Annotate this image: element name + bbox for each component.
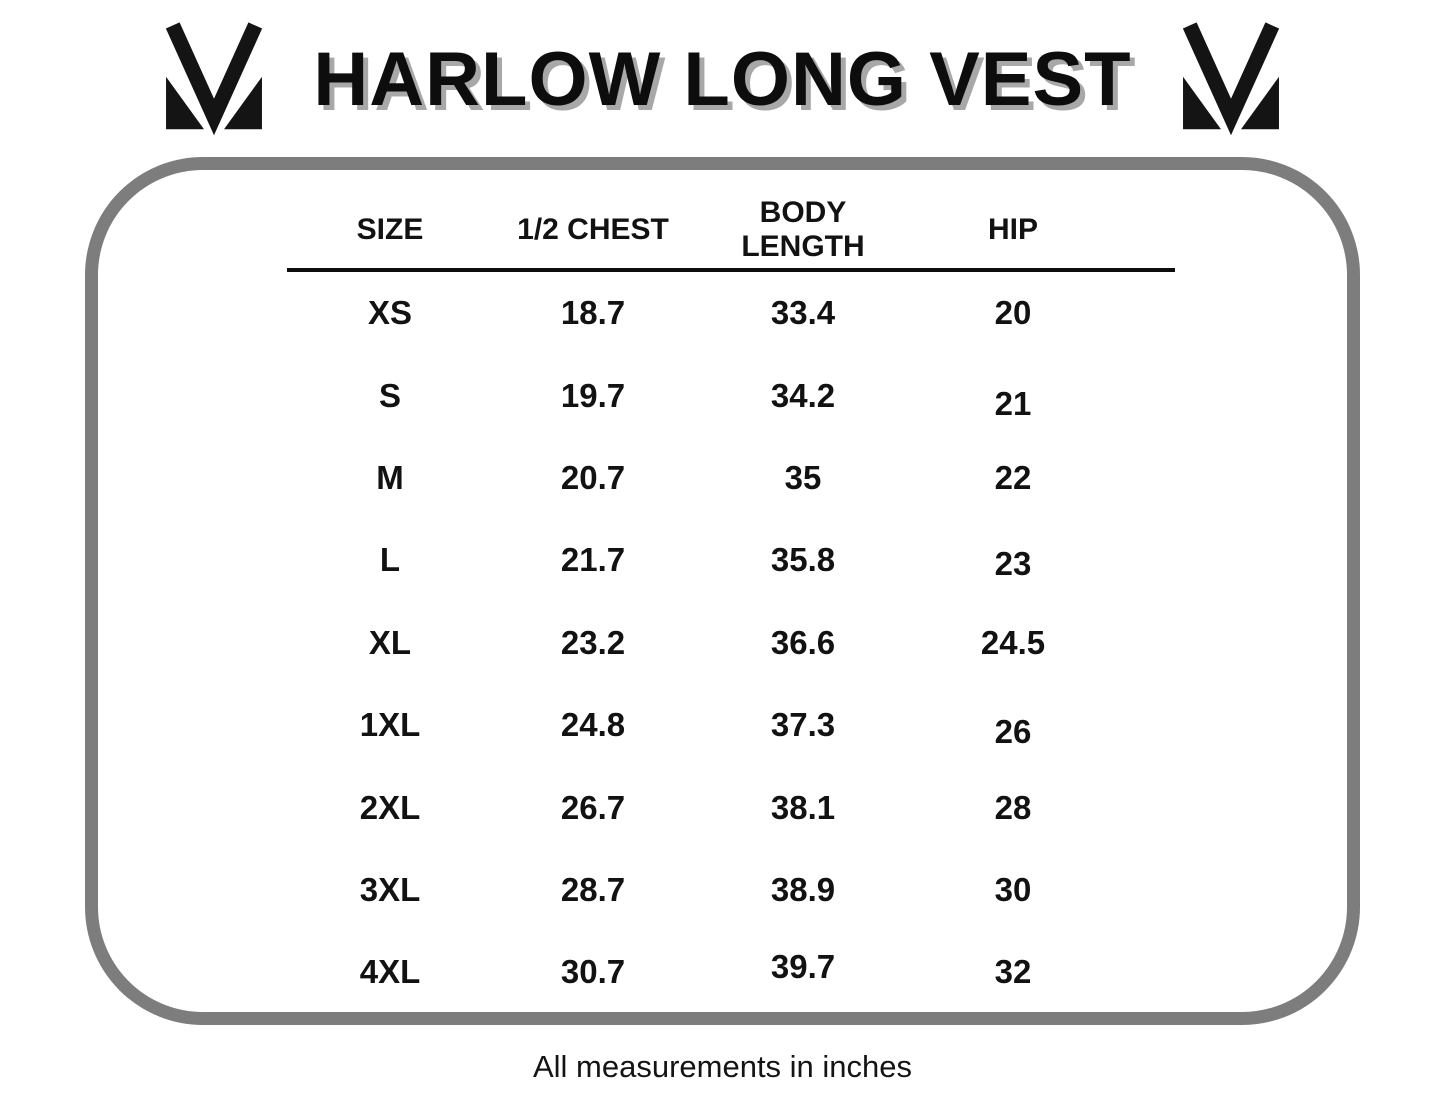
hip-cell: 24.5 (980, 623, 1046, 661)
body-length-cell: 36.6 (770, 623, 836, 661)
hip-cell: 30 (994, 870, 1032, 908)
col-header-body-length-label: BODY LENGTH (741, 195, 865, 264)
half-chest-cell: 23.2 (560, 623, 626, 661)
size-chart-panel: SIZE 1/2 CHEST BODY LENGTH HIP XS 18.7 3… (85, 157, 1360, 1025)
size-table: SIZE 1/2 CHEST BODY LENGTH HIP XS 18.7 3… (287, 192, 1175, 1014)
table-row-2xl: 2XL 26.7 38.1 28 (287, 766, 1175, 848)
half-chest-cell: 20.7 (560, 458, 626, 496)
half-chest-cell: 30.7 (560, 953, 626, 991)
hip-cell: 28 (994, 788, 1032, 826)
size-cell: XL (368, 623, 412, 661)
size-table-body: XS 18.7 33.4 20 S 19.7 34.2 21 M 20.7 35… (287, 272, 1175, 1014)
body-length-cell: 33.4 (770, 294, 836, 332)
size-cell: S (378, 376, 401, 414)
table-row-xs: XS 18.7 33.4 20 (287, 272, 1175, 354)
col-header-hip: HIP (987, 212, 1038, 246)
header-divider-line (287, 268, 1175, 272)
size-cell: L (379, 541, 401, 579)
body-length-cell: 38.1 (770, 788, 836, 826)
hip-cell: 20 (994, 294, 1032, 332)
units-note: All measurements in inches (532, 1049, 913, 1084)
size-cell: 3XL (359, 870, 421, 908)
body-length-cell: 34.2 (770, 376, 836, 414)
half-chest-cell: 26.7 (560, 788, 626, 826)
body-length-cell: 38.9 (770, 870, 836, 908)
table-row-3xl: 3XL 28.7 38.9 30 (287, 849, 1175, 931)
size-cell: 2XL (359, 788, 421, 826)
half-chest-cell: 24.8 (560, 706, 626, 744)
table-row-1xl: 1XL 24.8 37.3 26 (287, 684, 1175, 766)
brand-m-logo-left-icon (153, 21, 275, 137)
size-chart-page: HARLOW LONG VEST SIZE 1/2 CHEST BODY LEN… (0, 0, 1445, 1084)
brand-m-logo-right-icon (1170, 21, 1292, 137)
half-chest-cell: 19.7 (560, 376, 626, 414)
body-length-cell: 37.3 (770, 706, 836, 744)
half-chest-cell: 18.7 (560, 294, 626, 332)
hip-cell: 26 (994, 713, 1032, 751)
body-length-cell: 35 (784, 458, 822, 496)
half-chest-cell: 28.7 (560, 870, 626, 908)
table-row-l: L 21.7 35.8 23 (287, 519, 1175, 601)
page-title: HARLOW LONG VEST (313, 36, 1132, 122)
table-row-s: S 19.7 34.2 21 (287, 354, 1175, 436)
size-cell: 1XL (359, 706, 421, 744)
half-chest-cell: 21.7 (560, 541, 626, 579)
masthead: HARLOW LONG VEST (0, 0, 1445, 140)
body-length-cell: 39.7 (770, 948, 836, 986)
hip-cell: 21 (994, 384, 1032, 422)
col-header-half-chest: 1/2 CHEST (517, 212, 669, 246)
hip-cell: 23 (994, 545, 1032, 583)
size-cell: 4XL (359, 953, 421, 991)
table-row-xl: XL 23.2 36.6 24.5 (287, 602, 1175, 684)
hip-cell: 22 (994, 458, 1032, 496)
hip-cell: 32 (994, 953, 1032, 991)
col-header-size: SIZE (356, 212, 424, 246)
col-header-body-length: BODY LENGTH (693, 196, 913, 265)
body-length-cell: 35.8 (770, 541, 836, 579)
table-row-4xl: 4XL 30.7 39.7 32 (287, 931, 1175, 1013)
table-row-m: M 20.7 35 22 (287, 437, 1175, 519)
size-table-header-row: SIZE 1/2 CHEST BODY LENGTH HIP (287, 192, 1175, 268)
size-cell: XS (367, 294, 413, 332)
size-cell: M (376, 458, 404, 496)
